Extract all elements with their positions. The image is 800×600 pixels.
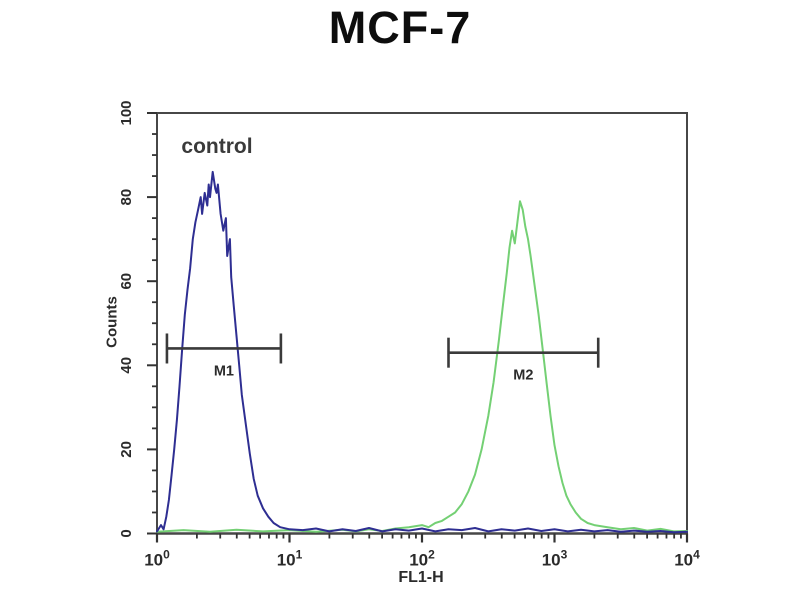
stained-histogram-curve xyxy=(156,200,688,533)
x-axis-label: FL1-H xyxy=(398,569,444,586)
gate-label-m2: M2 xyxy=(513,368,533,384)
y-tick-label: 100 xyxy=(118,100,135,125)
x-tick-label: 102 xyxy=(409,548,435,570)
y-tick-label: 40 xyxy=(118,357,135,374)
y-tick-label: 60 xyxy=(118,273,135,290)
x-tick-label: 101 xyxy=(277,548,303,570)
control-histogram-curve xyxy=(156,170,688,534)
chart-title: MCF-7 xyxy=(328,2,472,53)
gate-label-m1: M1 xyxy=(214,363,234,379)
y-axis-label: Counts xyxy=(103,296,121,348)
x-tick-label: 104 xyxy=(674,548,700,570)
control-series-label: control xyxy=(181,135,253,158)
y-tick-label: 80 xyxy=(118,189,135,206)
plot-border xyxy=(156,112,688,535)
y-tick-label: 0 xyxy=(118,529,135,537)
y-tick-label: 20 xyxy=(118,441,135,458)
x-tick-label: 100 xyxy=(144,548,170,570)
x-tick-label: 103 xyxy=(542,548,568,570)
